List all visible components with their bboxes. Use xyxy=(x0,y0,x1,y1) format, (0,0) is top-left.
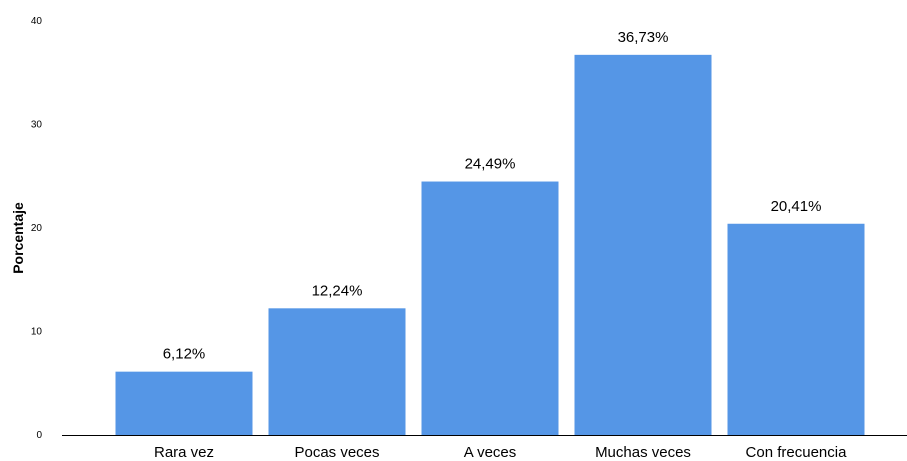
bar-value-label: 20,41% xyxy=(771,198,822,215)
y-axis-label: Porcentaje xyxy=(10,202,26,274)
bar xyxy=(115,371,253,435)
y-axis-ticks: 0 10 20 30 40 xyxy=(31,16,43,441)
bar xyxy=(268,308,406,435)
bar xyxy=(421,181,559,435)
y-tick-label: 10 xyxy=(31,327,43,338)
x-tick-label: Con frecuencia xyxy=(746,444,848,461)
bar-value-label: 12,24% xyxy=(312,282,363,299)
y-tick-label: 30 xyxy=(31,120,43,131)
y-tick-label: 20 xyxy=(31,223,43,234)
bars xyxy=(115,54,865,435)
bar xyxy=(727,223,865,435)
y-tick-label: 0 xyxy=(36,430,42,441)
y-tick-label: 40 xyxy=(31,16,43,27)
x-tick-label: Pocas veces xyxy=(294,444,379,461)
x-tick-label: Rara vez xyxy=(154,444,214,461)
x-axis-category-labels: Rara vez Pocas veces A veces Muchas veces Co… xyxy=(154,444,847,461)
bar xyxy=(574,54,712,435)
bar-value-label: 36,73% xyxy=(618,29,669,46)
bar-value-label: 6,12% xyxy=(163,346,206,363)
x-tick-label: Muchas veces xyxy=(595,444,691,461)
bar-value-label: 24,49% xyxy=(465,156,516,173)
x-tick-label: A veces xyxy=(464,444,517,461)
value-labels: 6,12% 12,24% 24,49% 36,73% 20,41% xyxy=(163,29,822,363)
